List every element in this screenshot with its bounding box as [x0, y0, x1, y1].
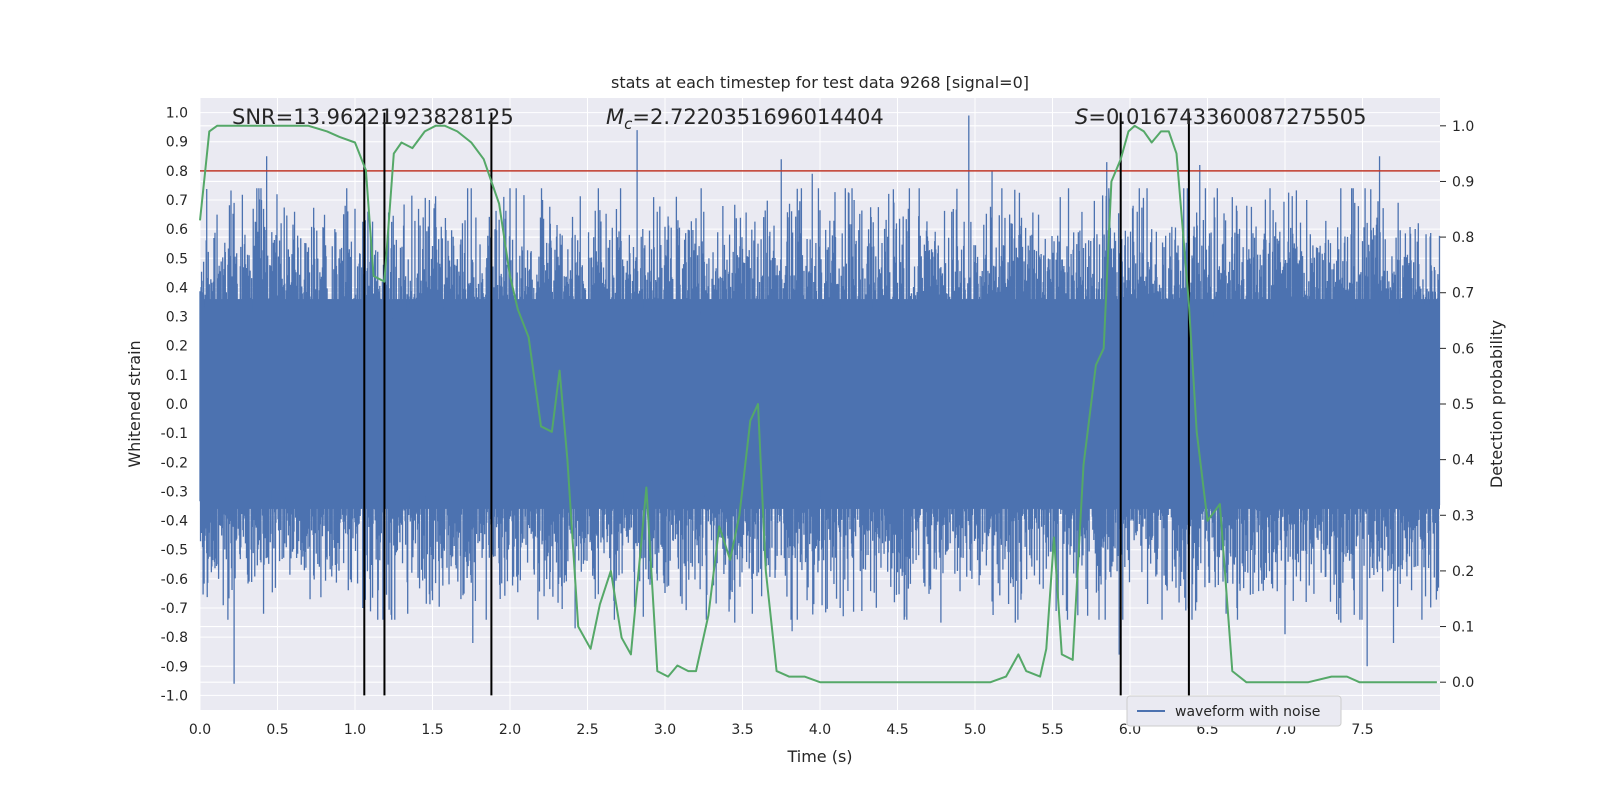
right-y-tick-label: 0.9	[1452, 174, 1474, 190]
s-symbol: S	[1075, 105, 1088, 129]
left-y-tick-label: 0.7	[166, 193, 188, 209]
legend-label-waveform: waveform with noise	[1175, 704, 1320, 720]
right-y-tick-label: 0.2	[1452, 564, 1474, 580]
left-y-tick-label: -1.0	[161, 688, 188, 704]
left-y-tick-label: -0.1	[161, 426, 188, 442]
right-y-tick-label: 1.0	[1452, 119, 1474, 135]
right-y-tick-label: 0.0	[1452, 675, 1474, 691]
x-tick-label: 2.0	[499, 722, 521, 738]
right-y-tick-label: 0.7	[1452, 286, 1474, 302]
left-y-tick-label: 0.5	[166, 251, 188, 267]
legend-box	[1126, 695, 1342, 727]
left-y-tick-label: 1.0	[166, 106, 188, 122]
x-axis-label: Time (s)	[786, 747, 852, 766]
left-y-tick-label: -0.2	[161, 455, 188, 471]
right-y-tick-label: 0.1	[1452, 620, 1474, 636]
left-y-tick-label: 0.1	[166, 368, 188, 384]
chart-title: stats at each timestep for test data 926…	[611, 73, 1029, 92]
axis-ticks: 0.0 0.5 1.0 1.5 2.0 2.5 3.0 3.5 4.0 4.5 5.0 5.5 6.0 6…	[161, 106, 1475, 738]
chirp-mass-value: =2.7220351696014404	[632, 105, 883, 129]
x-tick-label: 0.5	[266, 722, 288, 738]
waveform-series	[199, 115, 1441, 684]
left-y-tick-label: -0.5	[161, 543, 188, 559]
x-tick-label: 4.0	[809, 722, 831, 738]
left-y-tick-label: -0.8	[161, 630, 188, 646]
left-y-tick-label: -0.4	[161, 514, 188, 530]
legend: waveform with noise	[1126, 695, 1342, 727]
left-y-tick-label: 0.8	[166, 164, 188, 180]
right-y-tick-label: 0.6	[1452, 341, 1474, 357]
snr-annotation: SNR=13.96221923828125	[232, 105, 514, 129]
left-y-tick-label: 0.0	[166, 397, 188, 413]
right-y-tick-label: 0.5	[1452, 397, 1474, 413]
left-y-tick-label: 0.2	[166, 339, 188, 355]
x-tick-label: 4.5	[886, 722, 908, 738]
left-y-tick-label: 0.6	[166, 222, 188, 238]
left-y-tick-label: 0.3	[166, 310, 188, 326]
x-tick-label: 5.5	[1041, 722, 1063, 738]
x-tick-label: 5.0	[964, 722, 986, 738]
detection-probability-series	[199, 124, 1437, 684]
right-y-tick-label: 0.4	[1452, 453, 1474, 469]
vertical-markers	[363, 112, 1190, 696]
s-statistic-annotation: S=0.016743360087275505	[1075, 105, 1366, 129]
left-y-axis-label: Whitened strain	[125, 340, 144, 467]
waveform-trace	[199, 115, 1441, 684]
x-tick-label: 3.0	[654, 722, 676, 738]
s-value: =0.016743360087275505	[1088, 105, 1366, 129]
x-tick-label: 3.5	[731, 722, 753, 738]
detection-probability-line	[199, 124, 1437, 684]
left-y-tick-label: 0.4	[166, 280, 188, 296]
chirp-mass-symbol: M	[606, 105, 624, 129]
x-tick-label: 2.5	[576, 722, 598, 738]
x-tick-label: 0.0	[189, 722, 211, 738]
x-tick-label: 1.0	[344, 722, 366, 738]
left-y-tick-label: -0.9	[161, 659, 188, 675]
chirp-mass-subscript: c	[624, 115, 633, 133]
x-tick-label: 7.5	[1351, 722, 1373, 738]
x-tick-label: 1.5	[421, 722, 443, 738]
right-y-tick-label: 0.3	[1452, 508, 1474, 524]
left-y-tick-label: 0.9	[166, 135, 188, 151]
left-y-tick-label: -0.3	[161, 484, 188, 500]
right-y-axis-label: Detection probability	[1487, 320, 1506, 488]
chirp-mass-annotation: Mc=2.7220351696014404	[606, 105, 884, 133]
left-y-tick-label: -0.7	[161, 601, 188, 617]
left-y-tick-label: -0.6	[161, 572, 188, 588]
right-y-tick-label: 0.8	[1452, 230, 1474, 246]
